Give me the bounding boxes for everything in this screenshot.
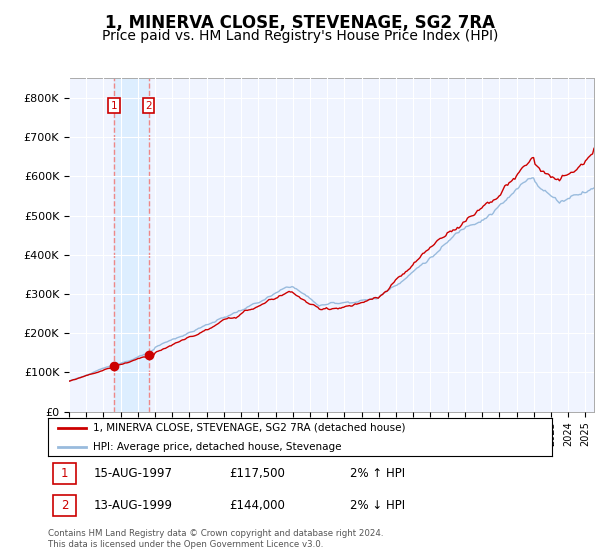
Text: 1, MINERVA CLOSE, STEVENAGE, SG2 7RA: 1, MINERVA CLOSE, STEVENAGE, SG2 7RA <box>105 14 495 32</box>
Text: 2% ↓ HPI: 2% ↓ HPI <box>350 499 406 512</box>
Text: 2: 2 <box>61 499 68 512</box>
Bar <box>114 78 149 412</box>
Text: HPI: Average price, detached house, Stevenage: HPI: Average price, detached house, Stev… <box>94 442 342 452</box>
FancyBboxPatch shape <box>53 495 76 516</box>
Text: 2% ↑ HPI: 2% ↑ HPI <box>350 467 406 480</box>
Text: 1, MINERVA CLOSE, STEVENAGE, SG2 7RA (detached house): 1, MINERVA CLOSE, STEVENAGE, SG2 7RA (de… <box>94 423 406 433</box>
Text: 1: 1 <box>111 101 118 111</box>
Text: 2: 2 <box>145 101 152 111</box>
Text: 1: 1 <box>61 467 68 480</box>
Text: £144,000: £144,000 <box>229 499 286 512</box>
Text: Contains HM Land Registry data © Crown copyright and database right 2024.
This d: Contains HM Land Registry data © Crown c… <box>48 529 383 549</box>
Text: 15-AUG-1997: 15-AUG-1997 <box>94 467 172 480</box>
Text: Price paid vs. HM Land Registry's House Price Index (HPI): Price paid vs. HM Land Registry's House … <box>102 29 498 43</box>
Text: 13-AUG-1999: 13-AUG-1999 <box>94 499 172 512</box>
FancyBboxPatch shape <box>53 463 76 484</box>
Text: £117,500: £117,500 <box>229 467 286 480</box>
